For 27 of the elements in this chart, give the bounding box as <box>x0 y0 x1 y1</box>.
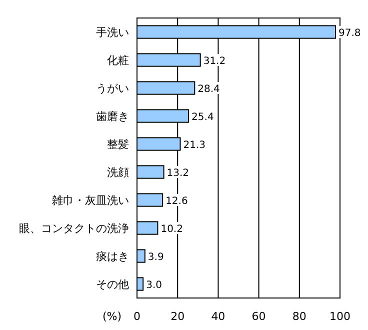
data-label: 10.2 <box>160 224 183 235</box>
x-tick-label: 0 <box>134 310 140 323</box>
x-tick-label: 60 <box>252 310 266 323</box>
y-tick-label: 化粧 <box>107 54 129 67</box>
y-tick-label: 眼、コンタクトの洗浄 <box>19 222 129 235</box>
x-tick-label: 100 <box>330 310 350 323</box>
y-tick-label: 洗顔 <box>107 166 129 179</box>
y-tick-label: うがい <box>96 82 129 95</box>
data-label: 21.3 <box>183 140 206 151</box>
y-tick-label: 痰はき <box>96 250 129 263</box>
data-label: 13.2 <box>166 168 190 179</box>
x-tick-label: 40 <box>211 310 226 323</box>
y-tick-label: 整髪 <box>107 138 129 151</box>
y-tick-label: その他 <box>96 278 129 291</box>
data-label: 97.8 <box>338 28 361 39</box>
y-tick-label: 歯磨き <box>96 110 129 123</box>
data-label: 28.4 <box>198 84 220 95</box>
y-tick-label: 手洗い <box>96 26 129 39</box>
y-tick-label: 雑巾・灰皿洗い <box>52 194 129 207</box>
data-label: 31.2 <box>203 56 226 67</box>
data-label: 25.4 <box>192 112 214 123</box>
data-label: 3.9 <box>148 252 164 263</box>
data-label: 12.6 <box>166 196 188 207</box>
x-axis-title: (%) <box>102 310 122 323</box>
data-label: 3.0 <box>146 280 162 291</box>
x-tick-label: 20 <box>170 310 185 323</box>
x-tick-label: 80 <box>292 310 306 323</box>
